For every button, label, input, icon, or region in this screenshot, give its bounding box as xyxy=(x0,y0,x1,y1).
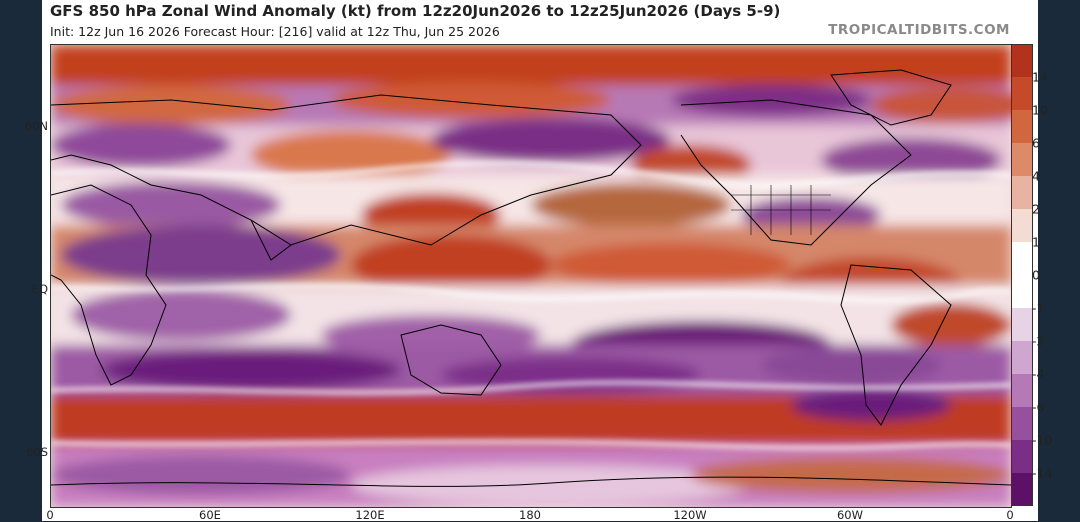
map-panel: GFS 850 hPa Zonal Wind Anomaly (kt) from… xyxy=(25,0,1052,522)
colorbar-labels: 14 10 6 4 2 1 0 -1 -2 -4 -6 -10 -14 xyxy=(1028,44,1068,506)
colorbar-segment xyxy=(1011,176,1033,210)
colorbar-segment xyxy=(1011,242,1033,276)
longitude-label: 180 xyxy=(519,508,541,522)
longitude-label: 120E xyxy=(355,508,385,522)
colorbar-tick-label: 14 xyxy=(1032,69,1048,85)
map-subtitle: Init: 12z Jun 16 2026 Forecast Hour: [21… xyxy=(50,24,500,39)
colorbar-tick-label: -4 xyxy=(1032,366,1045,382)
colorbar-border xyxy=(1011,44,1033,506)
colorbar-tick-label: 10 xyxy=(1032,102,1048,118)
longitude-label: 0 xyxy=(1006,508,1014,522)
colorbar-segment xyxy=(1011,44,1033,78)
zero-contour-streaks xyxy=(51,161,1011,450)
colorbar-tick-label: 2 xyxy=(1032,201,1040,217)
map-title: GFS 850 hPa Zonal Wind Anomaly (kt) from… xyxy=(50,2,781,20)
colorbar-segment xyxy=(1011,374,1033,408)
colorbar-segment xyxy=(1011,209,1033,243)
state-lines xyxy=(731,185,831,235)
longitude-label: 0 xyxy=(46,508,54,522)
longitude-label: 60E xyxy=(199,508,221,522)
colorbar-segment xyxy=(1011,440,1033,474)
latitude-label: 60N xyxy=(24,118,48,133)
longitude-label: 120W xyxy=(673,508,707,522)
colorbar-tick-label: 4 xyxy=(1032,168,1040,184)
colorbar-segment xyxy=(1011,473,1033,507)
colorbar xyxy=(1011,44,1033,507)
colorbar-segment xyxy=(1011,275,1033,309)
colorbar-segment xyxy=(1011,407,1033,441)
colorbar-tick-label: -14 xyxy=(1032,465,1053,481)
wind-anomaly-map[interactable] xyxy=(50,44,1012,508)
colorbar-segment xyxy=(1011,308,1033,342)
colorbar-tick-label: -2 xyxy=(1032,333,1045,349)
colorbar-svg xyxy=(1011,44,1033,507)
colorbar-tick-label: -1 xyxy=(1032,300,1045,316)
map-svg xyxy=(51,45,1011,507)
colorbar-segment xyxy=(1011,77,1033,111)
latitude-label: 60S xyxy=(26,444,48,459)
colorbar-tick-label: -10 xyxy=(1032,432,1053,448)
longitude-label: 60W xyxy=(836,508,864,522)
colorbar-segment xyxy=(1011,143,1033,177)
colorbar-tick-label: 1 xyxy=(1032,234,1040,250)
colorbar-segment xyxy=(1011,341,1033,375)
colorbar-segment xyxy=(1011,110,1033,144)
coastlines xyxy=(51,69,1011,487)
colorbar-tick-label: 6 xyxy=(1032,135,1040,151)
colorbar-tick-label: 0 xyxy=(1032,267,1040,283)
latitude-label: EQ xyxy=(31,281,48,296)
colorbar-tick-label: -6 xyxy=(1032,399,1045,415)
credit-text[interactable]: TROPICALTIDBITS.COM xyxy=(828,22,1010,38)
